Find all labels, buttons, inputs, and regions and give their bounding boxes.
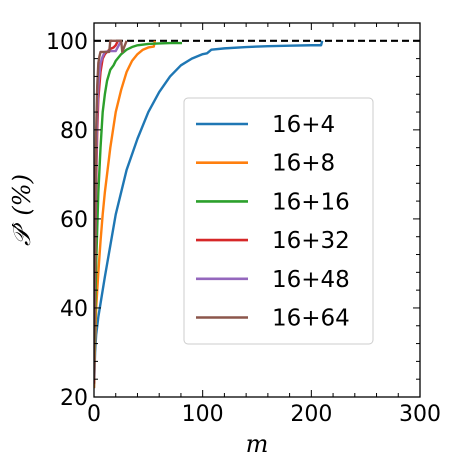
y-tick-label: 60: [60, 208, 88, 233]
series-line-5: [94, 39, 128, 380]
x-axis-label: m: [246, 430, 269, 458]
y-tick-label: 80: [60, 119, 88, 144]
legend-label-5: 16+64: [272, 306, 350, 332]
y-tick-label: 20: [60, 386, 88, 411]
y-tick-label: 40: [60, 297, 88, 322]
x-tick-label: 300: [399, 402, 441, 427]
x-tick-label: 0: [87, 402, 101, 427]
series-line-0: [94, 40, 324, 389]
series-line-1: [94, 40, 157, 389]
x-tick-label: 200: [290, 402, 332, 427]
legend-frame: [183, 97, 374, 345]
y-axis-label: 𝒫′ (%): [8, 174, 36, 246]
y-tick-label: 100: [46, 30, 88, 55]
series-line-2: [94, 41, 183, 384]
plot-frame: [93, 22, 421, 398]
legend: 16+4 16+8 16+16 16+32 16+48 16+64: [183, 97, 374, 345]
x-tick-label: 100: [182, 402, 224, 427]
series-layer: [94, 39, 420, 389]
axis-layer: 0 100 200 300 20 40 60 80 100: [46, 22, 441, 427]
legend-label-3: 16+32: [272, 228, 350, 254]
legend-label-0: 16+4: [272, 112, 335, 138]
legend-label-2: 16+16: [272, 189, 350, 215]
legend-label-4: 16+48: [272, 267, 350, 293]
legend-label-1: 16+8: [272, 151, 335, 177]
